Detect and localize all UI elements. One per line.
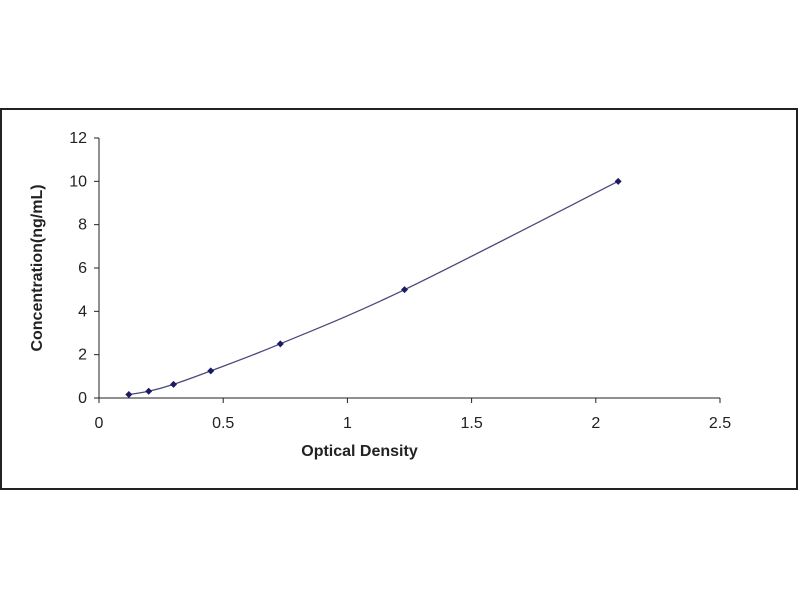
y-tick-label: 4 [78,303,87,320]
y-tick-label: 8 [78,217,87,234]
data-point-marker [614,177,622,185]
axes-layer [98,138,720,399]
fit-curve [128,180,619,396]
x-tick-label: 2 [591,415,600,432]
y-tick-label: 2 [78,347,87,364]
data-point-marker [276,340,284,348]
x-tick-label: 1.5 [460,415,482,432]
x-tick-label: 2.5 [709,415,731,432]
x-tick-label: 1 [343,415,352,432]
x-axis-title: Optical Density [301,443,418,460]
y-tick-label: 10 [69,173,87,190]
y-tick-label: 6 [78,260,87,277]
y-tick-label: 12 [69,130,87,147]
data-point-marker [207,367,215,375]
data-point-marker [145,387,153,395]
marker-layer [125,177,622,399]
data-point-marker [170,380,178,388]
y-tick-label: 0 [78,390,87,407]
chart-svg: 0 2 4 6 8 10 12 0 0.5 1 1.5 2 2.5 Optical Density C… [29,130,731,460]
chart-frame: 0 2 4 6 8 10 12 0 0.5 1 1.5 2 2.5 Optical Density C… [0,108,798,490]
data-point-marker [125,391,133,399]
x-tick-label: 0 [95,415,104,432]
x-tick-layer: 0 0.5 1 1.5 2 2.5 [95,398,731,432]
y-axis-title: Concentration(ng/mL) [29,184,46,351]
y-tick-layer: 0 2 4 6 8 10 12 [69,130,99,407]
data-point-marker [401,286,409,294]
x-tick-label: 0.5 [212,415,234,432]
